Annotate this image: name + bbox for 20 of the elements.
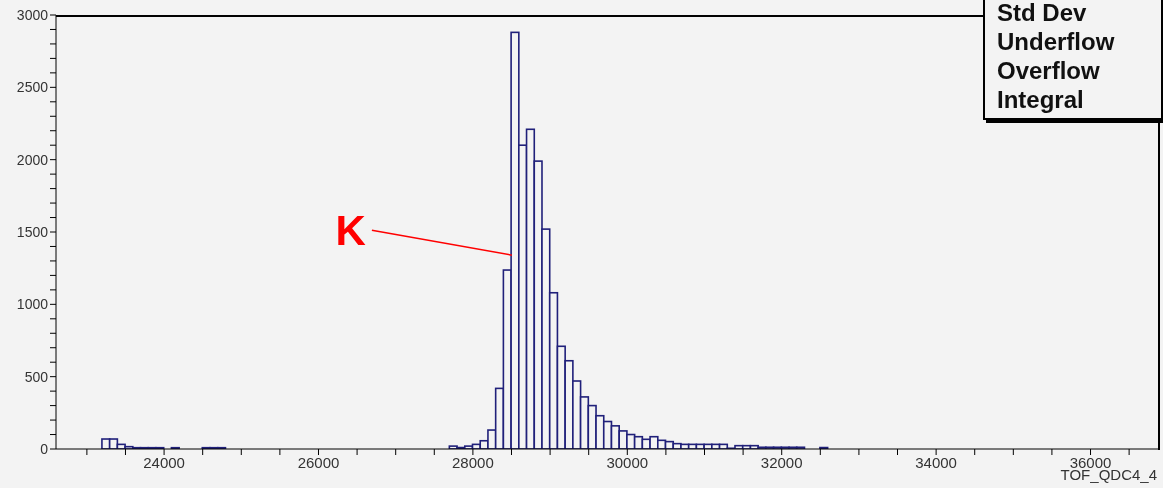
y-tick-label: 3000	[16, 6, 49, 23]
y-tick-label: 2000	[16, 151, 49, 168]
x-tick-label: 28000	[452, 453, 494, 471]
x-tick-label: 24000	[143, 453, 185, 471]
callout-pointer: K	[335, 207, 513, 256]
annotation: Std Dev	[997, 0, 1088, 27]
x-tick-label: 30000	[606, 453, 649, 471]
annotation: Integral	[997, 85, 1085, 114]
annotation: K	[335, 207, 366, 255]
x-tick-label: 36000	[1069, 453, 1112, 471]
x-tick-label: 34000	[915, 453, 957, 471]
y-tick-label: 1000	[16, 296, 49, 313]
y-tick-label: 1500	[16, 223, 49, 240]
x-tick-label: 32000	[760, 453, 803, 471]
y-tick-label: 0	[40, 440, 49, 457]
y-tick-label: 2500	[16, 79, 49, 96]
y-tick-label: 500	[24, 368, 49, 385]
annotation: Underflow	[997, 27, 1116, 56]
annotation: Overflow	[997, 56, 1101, 85]
x-tick-label: 26000	[297, 453, 340, 471]
